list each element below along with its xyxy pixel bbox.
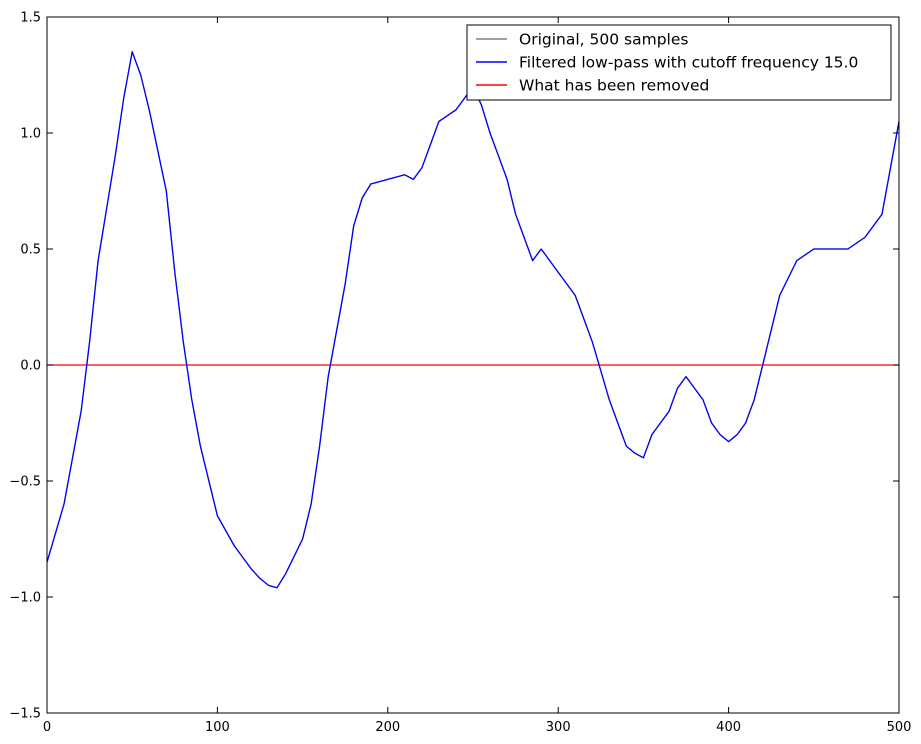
y-tick-label: 1.0 [20, 127, 41, 142]
x-tick-label: 100 [205, 720, 230, 735]
y-tick-label: 0.0 [20, 359, 41, 374]
y-tick-label: 0.5 [20, 243, 41, 258]
x-tick-label: 400 [716, 720, 741, 735]
axis-ticks: 0 100 200 300 400 500 −1.5 −1.0 −0.5 0.0 0.5 1.0 1.5 [9, 11, 911, 736]
x-tick-label: 500 [887, 720, 912, 735]
x-tick-label: 200 [375, 720, 400, 735]
y-tick-label: −1.0 [9, 591, 41, 606]
y-tick-label: −1.5 [9, 707, 41, 722]
legend-label-3: What has been removed [519, 77, 709, 95]
x-tick-label: 300 [546, 720, 571, 735]
y-tick-label: 1.5 [20, 11, 41, 26]
y-tick-label: −0.5 [9, 475, 41, 490]
legend-label-2: Filtered low-pass with cutoff frequency … [519, 54, 858, 72]
legend: Original, 500 samples Filtered low-pass w… [466, 24, 892, 101]
legend-box [466, 24, 892, 101]
legend-label-1: Original, 500 samples [519, 31, 688, 49]
x-tick-label: 0 [43, 720, 51, 735]
